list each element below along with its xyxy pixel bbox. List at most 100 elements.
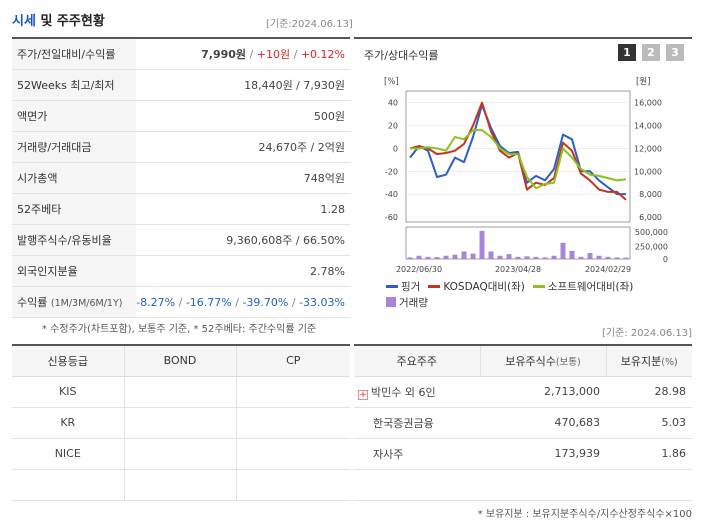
- quote-row-volume: 거래량/거래대금 24,670주 / 2억원: [12, 131, 350, 163]
- credit-cp: [235, 376, 350, 408]
- chart-tab-1[interactable]: 1: [618, 44, 636, 61]
- volume-bar: [452, 254, 458, 259]
- holders-col-pct: 보유지분(%): [605, 345, 692, 377]
- legend-item-stock: 핑거: [386, 279, 420, 294]
- legend-item-kosdaq: KOSDAQ대비(좌): [428, 279, 525, 294]
- volume-bar: [542, 257, 548, 259]
- credit-agency: NICE: [12, 438, 124, 470]
- volume-bar: [515, 256, 521, 259]
- chart-tab-3[interactable]: 3: [666, 44, 684, 61]
- credit-cp: [235, 469, 350, 501]
- legend-item-volume: 거래량: [386, 295, 428, 310]
- volume-tick-label: 0: [663, 255, 668, 264]
- right-tick-label: 10,000: [634, 167, 662, 176]
- holders-col-pct-text: 보유지분: [620, 354, 662, 368]
- holder-name-text: 한국증권금융: [373, 416, 434, 430]
- x-tick-label: 2024/02/29: [585, 265, 631, 274]
- holder-name: + 박민수 외 6인: [354, 376, 480, 408]
- credit-agency: KIS: [12, 376, 124, 408]
- volume-frame: [405, 226, 631, 260]
- holders-header: 주요주주 보유주식수(보통) 보유지분(%): [354, 345, 692, 377]
- section-title-accent: 시세: [12, 14, 36, 29]
- x-tick-label: 2022/06/30: [396, 265, 442, 274]
- holders-col-shares-text: 보유주식수: [505, 354, 556, 368]
- chart-panel: 주가/상대수익률 1 2 3 [%] [원] 40 16,000 20 14,000 0 12…: [354, 37, 692, 315]
- return-label-text: 수익률: [17, 296, 48, 310]
- volume-bar: [470, 253, 476, 259]
- return-3m: -16.77%: [185, 295, 232, 309]
- volume-bar: [488, 251, 494, 259]
- volume-bar: [479, 230, 485, 259]
- legend-label-volume: 거래량: [399, 296, 428, 309]
- left-tick-label: -40: [385, 190, 398, 199]
- volume-bar: [614, 257, 620, 259]
- holders-col-pct-unit: (%): [661, 356, 678, 368]
- holder-pct: 1.86: [606, 438, 692, 470]
- par-value: 500원: [136, 100, 350, 132]
- volume-bar: [533, 256, 539, 259]
- mktcap-label: 시가총액: [12, 162, 137, 194]
- volume-bar: [497, 255, 503, 259]
- price-chart: [%] [원] 40 16,000 20 14,000 0 12,000 -20 10,000 -4…: [384, 77, 668, 274]
- mktcap-value: 748억원: [136, 162, 350, 194]
- return-6m: -39.70%: [242, 295, 289, 309]
- quote-row-foreign: 외국인지분율 2.78%: [12, 255, 350, 288]
- volume-value: 24,670주 / 2억원: [136, 131, 350, 163]
- wk52-value: 18,440원 / 7,930원: [136, 69, 350, 101]
- quote-row-mktcap: 시가총액 748억원: [12, 162, 350, 194]
- volume-bar: [569, 250, 575, 259]
- holder-row: + 박민수 외 6인 2,713,000 28.98: [354, 376, 692, 408]
- holder-row-empty: [354, 469, 692, 501]
- left-tick-label: -60: [385, 213, 398, 222]
- volume-bar: [623, 257, 629, 259]
- volume-bar: [560, 242, 566, 259]
- series-line-1: [409, 104, 626, 196]
- chart-tab-2[interactable]: 2: [642, 44, 660, 61]
- return-1y: -33.03%: [299, 295, 345, 309]
- quote-row-price: 주가/전일대비/수익률 7,990원 / +10원 / +0.12%: [12, 38, 350, 70]
- wk52-label: 52Weeks 최고/최저: [12, 69, 137, 101]
- volume-tick-label: 500,000: [635, 228, 668, 237]
- credit-cp: [235, 438, 350, 470]
- credit-table: 신용등급 BOND CP KIS KR NICE: [12, 344, 350, 501]
- quote-row-par: 액면가 500원: [12, 100, 350, 132]
- holders-footnote: * 보유지분 : 보유지분주식수/지수산정주식수×100: [477, 509, 692, 520]
- volume-bar: [578, 256, 584, 259]
- left-tick-label: 0: [393, 144, 398, 153]
- holder-shares: 2,713,000: [480, 376, 606, 408]
- holder-shares: 173,939: [480, 438, 606, 470]
- right-tick-label: 12,000: [634, 144, 662, 153]
- volume-bar: [425, 256, 431, 259]
- foreign-label: 외국인지분율: [12, 255, 137, 288]
- credit-bond: [123, 469, 236, 501]
- holder-shares: 470,683: [480, 407, 606, 439]
- holders-col-shares: 보유주식수(보통): [479, 345, 606, 377]
- volume-bar: [551, 255, 557, 259]
- return-values: -8.27% / -16.77% / -39.70% / -33.03%: [136, 286, 350, 319]
- chart-tabs: 1 2 3: [618, 44, 684, 61]
- volume-bar: [506, 254, 512, 259]
- legend-swatch-software: [532, 284, 545, 288]
- holder-name-text: 자사주: [373, 447, 404, 461]
- price-label: 주가/전일대비/수익률: [12, 38, 137, 70]
- credit-col-rating: 신용등급: [12, 345, 124, 377]
- volume-bar: [587, 253, 593, 259]
- right-tick-label: 6,000: [639, 213, 662, 222]
- expand-icon[interactable]: +: [358, 389, 368, 400]
- shareholders-table: 주요주주 보유주식수(보통) 보유지분(%) + 박민수 외 6인 2,713,0…: [354, 344, 692, 501]
- quote-row-beta: 52주베타 1.28: [12, 193, 350, 226]
- credit-header: 신용등급 BOND CP: [12, 345, 350, 377]
- price-change-pct: +0.12%: [300, 47, 345, 61]
- credit-bond: [123, 407, 236, 439]
- right-tick-label: 14,000: [634, 122, 662, 131]
- legend-swatch-volume: [386, 297, 396, 307]
- base-date: [기준:2024.06.13]: [266, 19, 353, 30]
- series-line-2: [409, 101, 627, 201]
- section-title-rest: 및 주주현황: [35, 14, 105, 29]
- legend-swatch-kosdaq: [428, 284, 441, 288]
- holder-name-text[interactable]: 박민수 외 6인: [371, 385, 436, 399]
- section-title: 시세 및 주주현황: [12, 10, 105, 29]
- left-tick-label: 40: [388, 99, 398, 108]
- price-value: 7,990원 / +10원 / +0.12%: [136, 38, 350, 70]
- series-line-3: [410, 129, 627, 190]
